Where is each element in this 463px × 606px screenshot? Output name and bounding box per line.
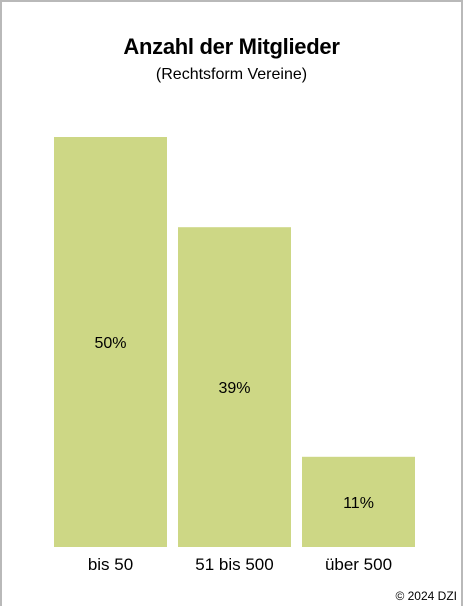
bar-3 (302, 456, 415, 547)
bar-value-label-3: 11% (343, 495, 374, 512)
bar-2 (178, 227, 291, 547)
bar-value-label-2: 39% (218, 380, 250, 397)
category-label-1: bis 50 (88, 555, 133, 574)
bar-1 (54, 137, 167, 547)
bar-value-label-1: 50% (94, 335, 126, 352)
copyright-note: © 2024 DZI (395, 589, 457, 603)
chart-subtitle: (Rechtsform Vereine) (155, 66, 308, 83)
category-label-3: über 500 (325, 555, 392, 574)
category-label-2: 51 bis 500 (195, 555, 273, 574)
chart-title: Anzahl der Mitglieder (123, 34, 340, 59)
